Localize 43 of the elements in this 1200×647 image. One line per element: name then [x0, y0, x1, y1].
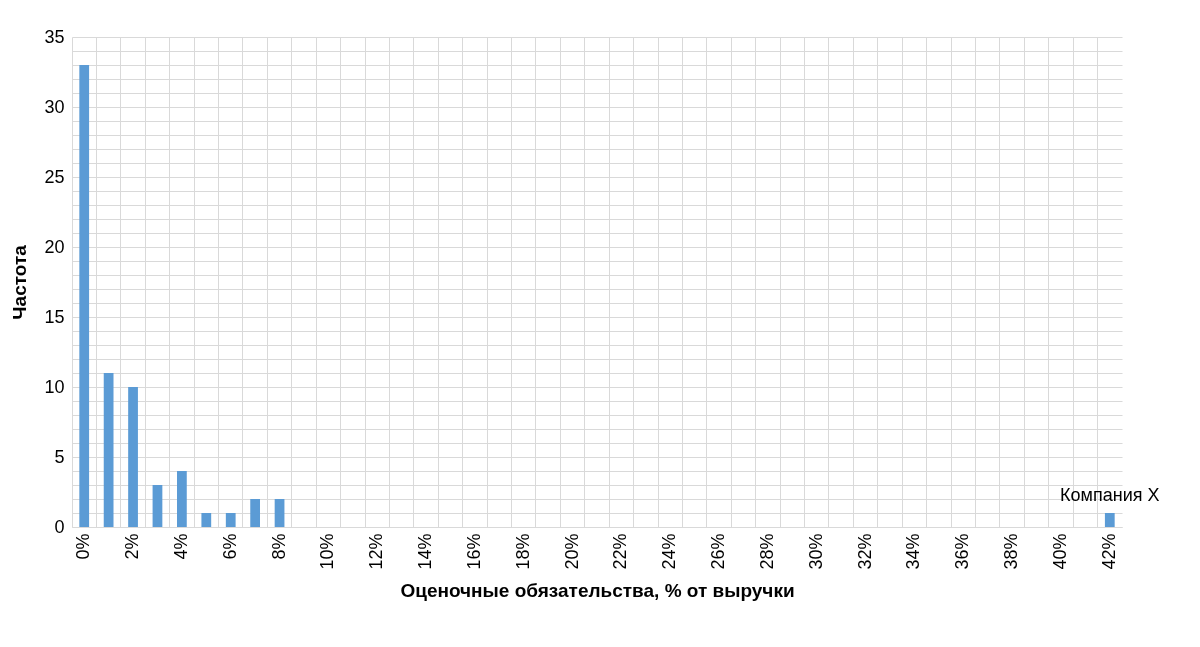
x-tick-label: 28% — [756, 533, 777, 570]
bar — [201, 513, 212, 527]
x-tick-label: 20% — [561, 533, 582, 570]
x-tick-label: 2% — [122, 533, 143, 560]
x-tick-label: 18% — [512, 533, 533, 570]
y-tick-label: 30 — [44, 96, 65, 117]
bar — [128, 387, 138, 527]
bar — [177, 471, 187, 527]
x-tick-label: 34% — [903, 533, 924, 570]
annotation: Компания X — [1060, 485, 1160, 505]
bar — [103, 373, 114, 527]
y-tick-label: 0 — [54, 516, 65, 537]
bar — [225, 513, 236, 527]
x-tick-label: 30% — [805, 533, 826, 570]
x-tick-label: 36% — [952, 533, 973, 570]
y-tick-label: 20 — [44, 236, 65, 257]
x-tick-label: 8% — [268, 533, 289, 560]
x-tick-label: 6% — [219, 533, 240, 560]
x-tick-label: 16% — [463, 533, 484, 570]
x-tick-label: 40% — [1049, 533, 1070, 570]
y-axis-title: Частота — [9, 244, 31, 320]
bar — [250, 499, 261, 527]
x-tick-label: 32% — [854, 533, 875, 570]
x-tick-label: 38% — [1001, 533, 1022, 570]
bar — [152, 485, 163, 527]
x-tick-label: 4% — [170, 533, 191, 560]
x-tick-label: 14% — [415, 533, 436, 570]
bar — [274, 499, 285, 527]
x-tick-label: 0% — [73, 533, 94, 560]
x-tick-label: 42% — [1098, 533, 1119, 570]
bar — [79, 65, 90, 527]
x-tick-label: 22% — [610, 533, 631, 570]
bar — [1104, 513, 1115, 527]
x-tick-label: 26% — [708, 533, 729, 570]
y-tick-label: 35 — [44, 26, 65, 47]
x-tick-label: 24% — [659, 533, 680, 570]
y-tick-label: 5 — [54, 446, 65, 467]
y-tick-label: 25 — [44, 166, 65, 187]
x-axis-title: Оценочные обязательства, % от выручки — [400, 579, 795, 601]
y-tick-label: 10 — [44, 376, 65, 397]
y-tick-label: 15 — [44, 306, 65, 327]
x-tick-label: 12% — [366, 533, 387, 570]
x-tick-label: 10% — [317, 533, 338, 570]
